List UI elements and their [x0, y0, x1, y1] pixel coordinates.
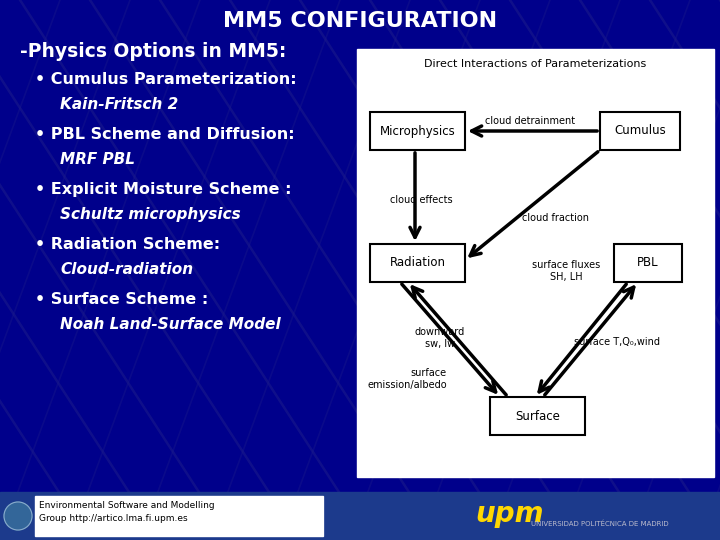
Text: • PBL Scheme and Diffusion:: • PBL Scheme and Diffusion:	[35, 127, 294, 142]
Text: UNIVERSIDAD POLITÉCNICA DE MADRID: UNIVERSIDAD POLITÉCNICA DE MADRID	[531, 521, 669, 527]
Bar	[370, 244, 465, 282]
Text: MRF PBL: MRF PBL	[60, 152, 135, 167]
Text: upm: upm	[476, 500, 544, 528]
Text: surface fluxes
SH, LH: surface fluxes SH, LH	[532, 260, 600, 281]
Bar	[490, 397, 585, 435]
Text: -Physics Options in MM5:: -Physics Options in MM5:	[20, 42, 287, 61]
Text: Surface: Surface	[515, 409, 560, 422]
Text: • Explicit Moisture Scheme :: • Explicit Moisture Scheme :	[35, 182, 292, 197]
Text: MM5 CONFIGURATION: MM5 CONFIGURATION	[223, 11, 497, 31]
Text: • Radiation Scheme:: • Radiation Scheme:	[35, 237, 220, 252]
Text: PBL: PBL	[637, 256, 659, 269]
Bar	[614, 244, 682, 282]
Text: Schultz microphysics: Schultz microphysics	[60, 207, 240, 222]
Bar	[35, 496, 323, 536]
Circle shape	[4, 502, 32, 530]
Text: cloud fraction: cloud fraction	[523, 213, 590, 223]
Text: cloud detrainment: cloud detrainment	[485, 116, 575, 126]
Text: Noah Land-Surface Model: Noah Land-Surface Model	[60, 317, 281, 332]
Text: Direct Interactions of Parameterizations: Direct Interactions of Parameterizations	[424, 59, 647, 69]
Text: • Cumulus Parameterization:: • Cumulus Parameterization:	[35, 72, 297, 87]
Text: Cumulus: Cumulus	[614, 125, 666, 138]
Text: cloud effects: cloud effects	[390, 195, 453, 205]
Text: surface
emission/albedo: surface emission/albedo	[367, 368, 447, 390]
Bar	[325, 496, 717, 536]
Bar	[0, 492, 720, 540]
Text: Group http://artico.lma.fi.upm.es: Group http://artico.lma.fi.upm.es	[39, 514, 188, 523]
Text: Kain-Fritsch 2: Kain-Fritsch 2	[60, 97, 179, 112]
Bar	[357, 49, 714, 477]
Text: Radiation: Radiation	[390, 256, 446, 269]
Bar	[600, 112, 680, 150]
Bar	[370, 112, 465, 150]
Text: Environmental Software and Modelling: Environmental Software and Modelling	[39, 501, 215, 510]
Text: surface T,Q₀,wind: surface T,Q₀,wind	[574, 337, 660, 347]
Text: Microphysics: Microphysics	[379, 125, 455, 138]
Text: • Surface Scheme :: • Surface Scheme :	[35, 292, 208, 307]
Text: downward
sw, lw: downward sw, lw	[415, 327, 465, 349]
Text: Cloud-radiation: Cloud-radiation	[60, 262, 193, 277]
